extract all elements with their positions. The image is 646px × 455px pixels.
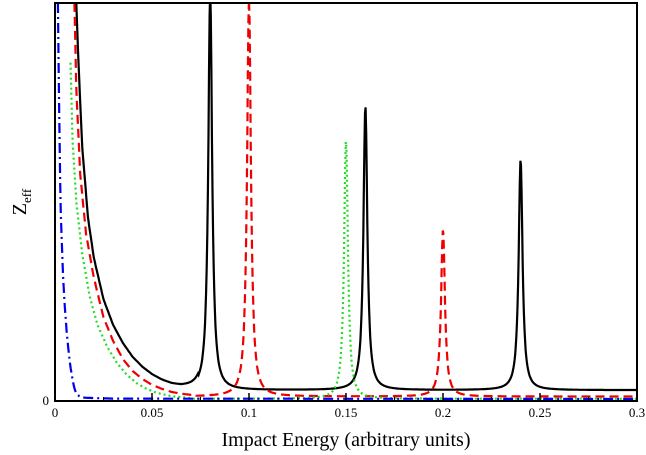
x-tick-label: 0 (52, 405, 59, 420)
y-axis-title-main: Z (9, 203, 31, 215)
x-tick-label: 0.2 (435, 405, 451, 420)
series-dotted-line (69, 62, 637, 400)
x-axis-title: Impact Energy (arbitrary units) (222, 429, 471, 451)
series-dashdot-line (56, 3, 637, 401)
x-tick-label: 0.05 (141, 405, 164, 420)
y-axis-title-sub: eff (19, 188, 34, 203)
series-solid-line (75, 3, 637, 392)
plot-frame (54, 2, 638, 402)
x-tick-label: 0.15 (335, 405, 358, 420)
series-dashed-line (73, 3, 637, 398)
tick-layer: 0 0.05 0.1 0.15 0.2 0.25 0.3 0 (43, 393, 645, 420)
y-tick-label-zero: 0 (43, 393, 50, 408)
y-axis-title: Zeff (9, 188, 34, 215)
x-tick-label: 0.25 (529, 405, 552, 420)
series-layer (56, 3, 637, 401)
x-tick-label: 0.1 (241, 405, 257, 420)
x-tick-label: 0.3 (629, 405, 645, 420)
